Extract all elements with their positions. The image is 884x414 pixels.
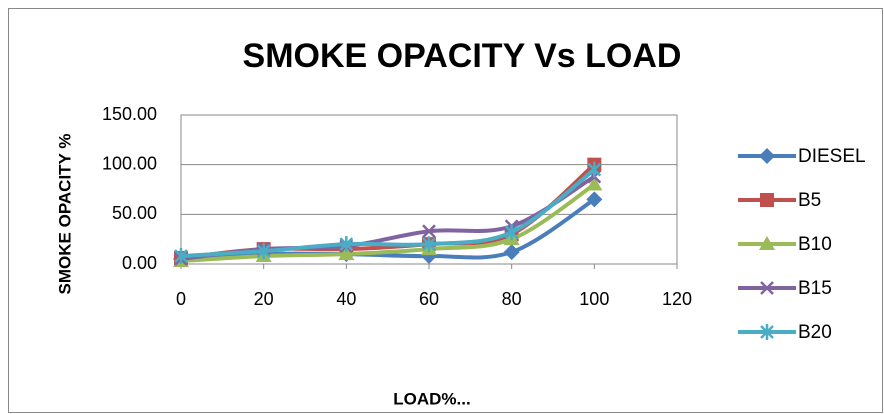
legend-marker — [759, 148, 775, 164]
x-tick-label: 120 — [662, 289, 692, 309]
data-point — [256, 243, 271, 260]
y-tick-label: 50.00 — [112, 203, 157, 223]
series-line — [180, 197, 596, 262]
y-axis-label: SMOKE OPACITY % — [55, 134, 74, 295]
data-point — [421, 248, 437, 265]
legend-marker — [760, 281, 774, 295]
data-point — [338, 246, 355, 261]
data-point — [586, 191, 603, 208]
x-tick-label: 100 — [579, 289, 609, 309]
y-tick-label: 0.00 — [122, 253, 157, 273]
legend-label: B20 — [798, 322, 832, 343]
x-tick-label: 80 — [502, 289, 522, 309]
data-point — [422, 224, 436, 239]
y-tick-label: 100.00 — [102, 153, 157, 173]
data-point — [504, 224, 519, 241]
legend-label: DIESEL — [798, 146, 866, 167]
x-tick-label: 20 — [254, 289, 274, 309]
series-line — [180, 182, 596, 264]
data-point — [503, 244, 520, 261]
chart-frame — [8, 8, 883, 413]
data-point — [586, 176, 603, 191]
data-point — [339, 236, 354, 253]
legend-marker — [760, 193, 774, 207]
x-tick-label: 40 — [336, 289, 356, 309]
legend-marker — [760, 324, 774, 340]
chart-title: SMOKE OPACITY Vs LOAD — [243, 37, 682, 75]
data-point — [174, 248, 188, 265]
data-point — [422, 236, 436, 253]
x-tick-label: 0 — [176, 289, 186, 309]
y-tick-label: 150.00 — [102, 104, 157, 124]
legend-label: B5 — [798, 190, 821, 211]
x-tick-label: 60 — [419, 289, 439, 309]
legend-marker — [759, 236, 775, 250]
data-point — [587, 161, 602, 178]
series-line — [180, 168, 596, 259]
legend-label: B15 — [798, 278, 832, 299]
x-axis-label: LOAD%... — [393, 389, 470, 408]
legend-label: B10 — [798, 234, 832, 255]
